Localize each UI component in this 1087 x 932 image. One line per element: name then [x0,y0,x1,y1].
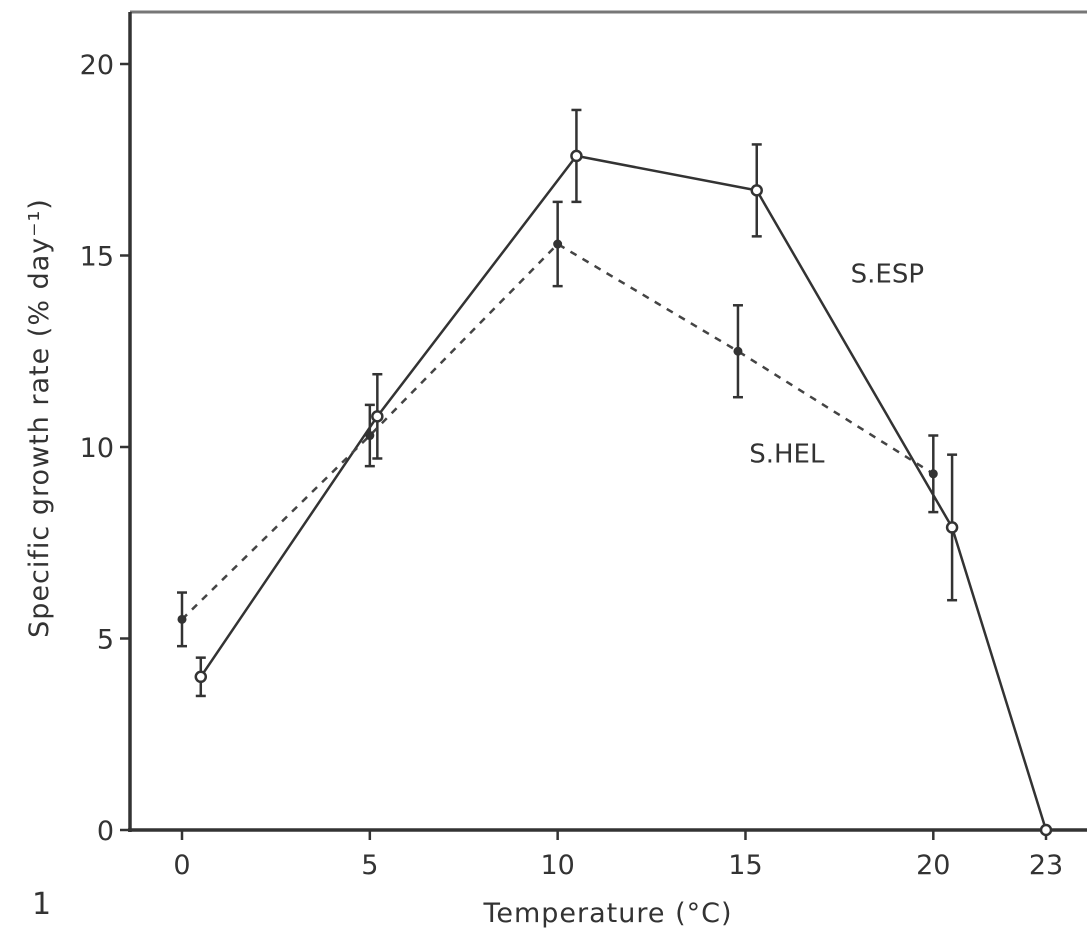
x-tick-label: 20 [916,850,950,881]
data-point-s-esp [1039,823,1053,837]
x-tick-label: 10 [540,850,574,881]
series-layer: S.ESP S.HEL [177,108,1053,837]
series-label-s-esp: S.ESP [851,259,924,289]
y-tick-label: 10 [80,433,114,464]
data-point-s-hel [365,431,375,441]
series-s-hel: S.HEL [177,200,939,648]
y-tick-label: 0 [97,816,114,847]
x-axis-title: Temperature (°C) [482,898,732,929]
series-label-s-hel: S.HEL [749,439,825,469]
series-line-s-hel [181,242,934,621]
x-axis-ticks: 0 5 10 15 20 23 [173,830,1063,881]
series-s-esp: S.ESP [194,108,1053,837]
y-tick-label: 20 [80,50,114,81]
x-tick-label: 15 [728,850,762,881]
data-point-s-esp [570,149,583,163]
data-point-s-esp [945,521,959,534]
x-tick-label: 5 [361,850,378,881]
y-axis-ticks: 0 5 10 15 20 [80,50,130,847]
data-point-s-hel [733,346,743,356]
panel-label: 1 [32,887,51,922]
data-point-s-esp [371,410,384,423]
y-axis-title: Specific growth rate (% day⁻¹) [24,198,55,638]
x-tick-label: 0 [173,850,190,881]
data-point-s-esp [194,670,208,684]
data-point-s-hel [177,614,187,624]
data-point-s-hel [553,239,563,249]
y-tick-label: 5 [97,625,114,656]
x-tick-label: 23 [1029,850,1063,881]
plot-frame [128,10,1087,832]
y-tick-label: 15 [80,242,114,273]
series-line-s-esp [199,154,1048,831]
data-point-s-hel [928,469,938,479]
data-point-s-esp [750,184,763,197]
